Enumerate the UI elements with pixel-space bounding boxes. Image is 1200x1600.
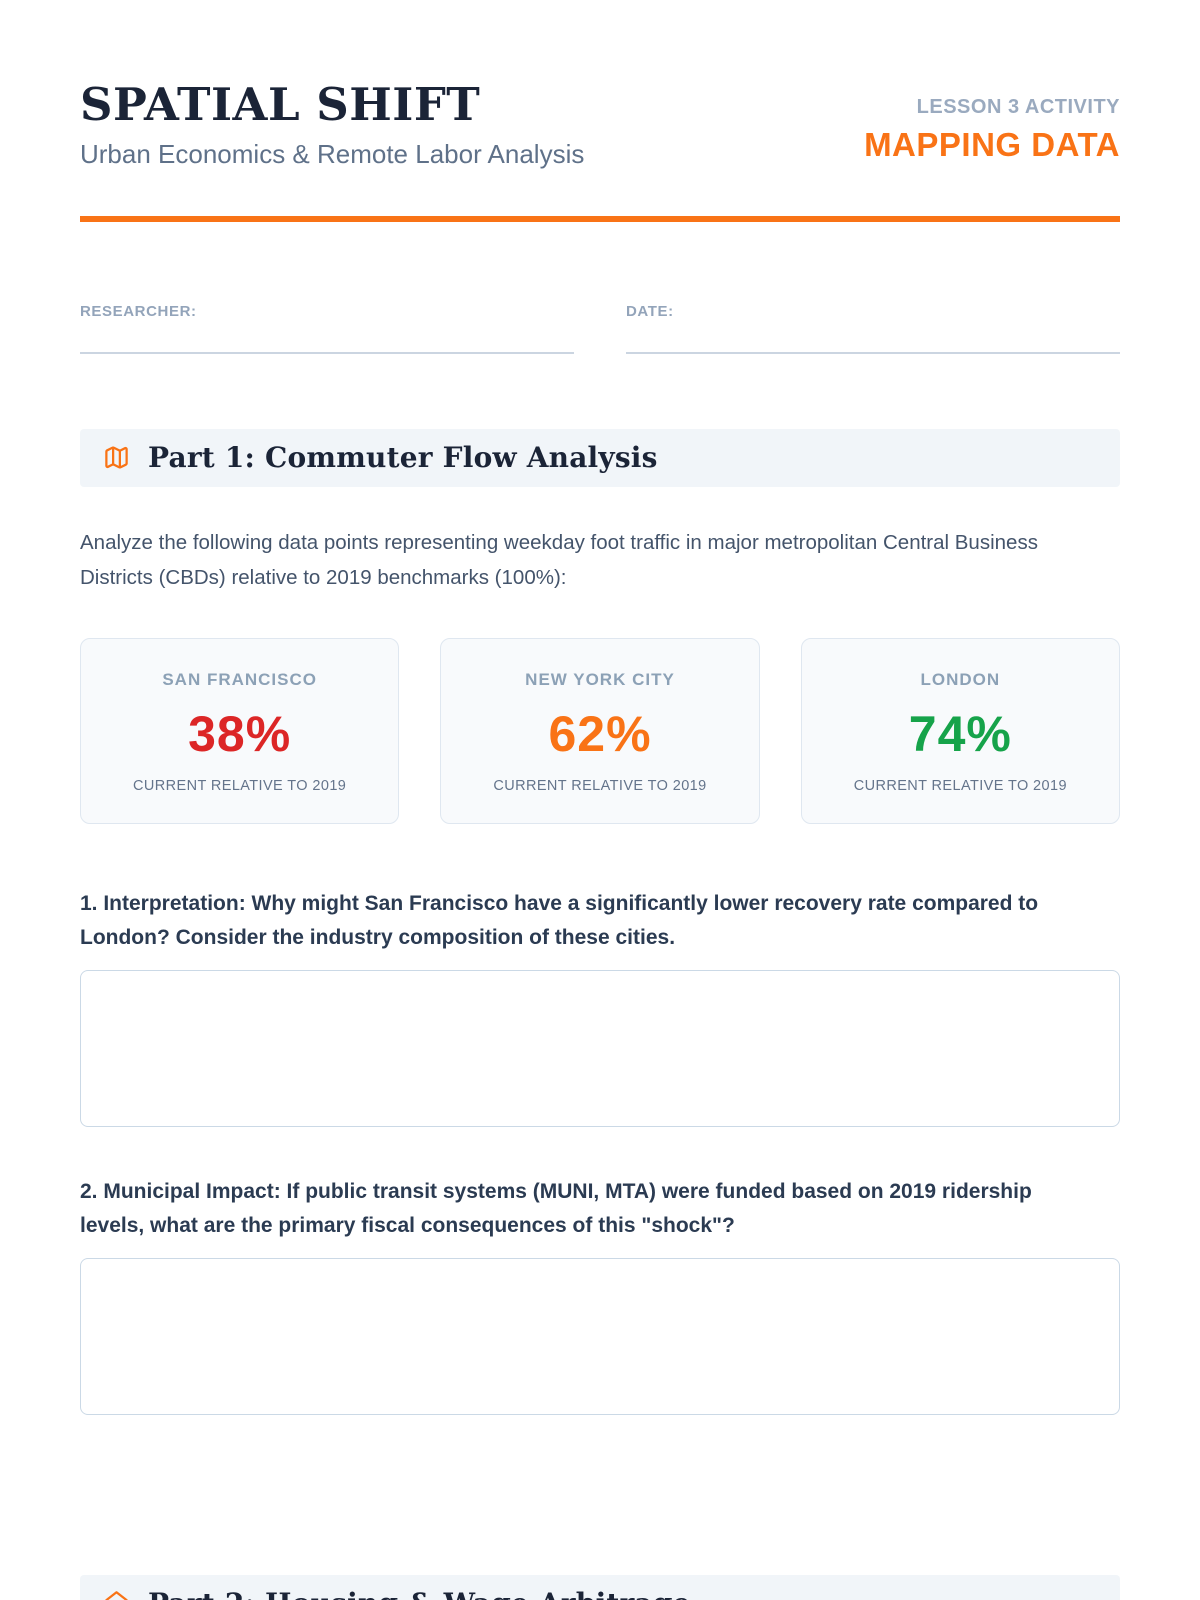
page-subtitle: Urban Economics & Remote Labor Analysis [80, 138, 585, 169]
header-divider [80, 215, 1120, 222]
card-caption: CURRENT RELATIVE TO 2019 [853, 777, 1067, 794]
card-city-label: SAN FRANCISCO [162, 669, 317, 689]
card-city-label: LONDON [920, 669, 1001, 689]
lesson-label: LESSON 3 ACTIVITY [916, 96, 1120, 118]
stat-cards: SAN FRANCISCO 38% CURRENT RELATIVE TO 20… [80, 637, 1120, 824]
stat-card-san-francisco: SAN FRANCISCO 38% CURRENT RELATIVE TO 20… [80, 637, 400, 824]
home-icon [105, 1591, 128, 1600]
part2-title: Part 2: Housing & Wage Arbitrage [148, 1587, 691, 1600]
stat-card-new-york-city: NEW YORK CITY 62% CURRENT RELATIVE TO 20… [440, 637, 760, 824]
card-city-label: NEW YORK CITY [525, 669, 675, 689]
meta-fields: RESEARCHER: DATE: [80, 303, 1120, 354]
header: SPATIAL SHIFT Urban Economics & Remote L… [80, 0, 1120, 170]
header-left: SPATIAL SHIFT Urban Economics & Remote L… [80, 80, 584, 170]
researcher-label: RESEARCHER: [80, 302, 197, 320]
question-2-text: 2. Municipal Impact: If public transit s… [80, 1179, 1032, 1237]
activity-label: MAPPING DATA [864, 126, 1120, 163]
question-1-answer-box[interactable] [80, 969, 1120, 1127]
stat-card-london: LONDON 74% CURRENT RELATIVE TO 2019 [800, 637, 1120, 824]
researcher-input[interactable] [80, 333, 574, 354]
map-icon [105, 446, 128, 469]
question-2-answer-box[interactable] [80, 1257, 1120, 1415]
part1-intro: Analyze the following data points repres… [80, 530, 1038, 589]
header-right: LESSON 3 ACTIVITY MAPPING DATA [864, 80, 1120, 164]
card-value: 38% [188, 705, 292, 762]
date-field-group: DATE: [626, 303, 1120, 354]
date-label: DATE: [626, 302, 674, 320]
card-value: 74% [908, 705, 1012, 762]
part1-title: Part 1: Commuter Flow Analysis [148, 441, 658, 474]
part1-section-header: Part 1: Commuter Flow Analysis [80, 428, 1120, 487]
researcher-field-group: RESEARCHER: [80, 303, 574, 354]
card-caption: CURRENT RELATIVE TO 2019 [493, 777, 707, 794]
part2-section-header: Part 2: Housing & Wage Arbitrage [80, 1574, 1120, 1600]
date-input[interactable] [626, 333, 1120, 354]
card-caption: CURRENT RELATIVE TO 2019 [133, 777, 347, 794]
question-1-text: 1. Interpretation: Why might San Francis… [80, 891, 1039, 949]
card-value: 62% [548, 705, 652, 762]
page-title: SPATIAL SHIFT [80, 78, 481, 131]
